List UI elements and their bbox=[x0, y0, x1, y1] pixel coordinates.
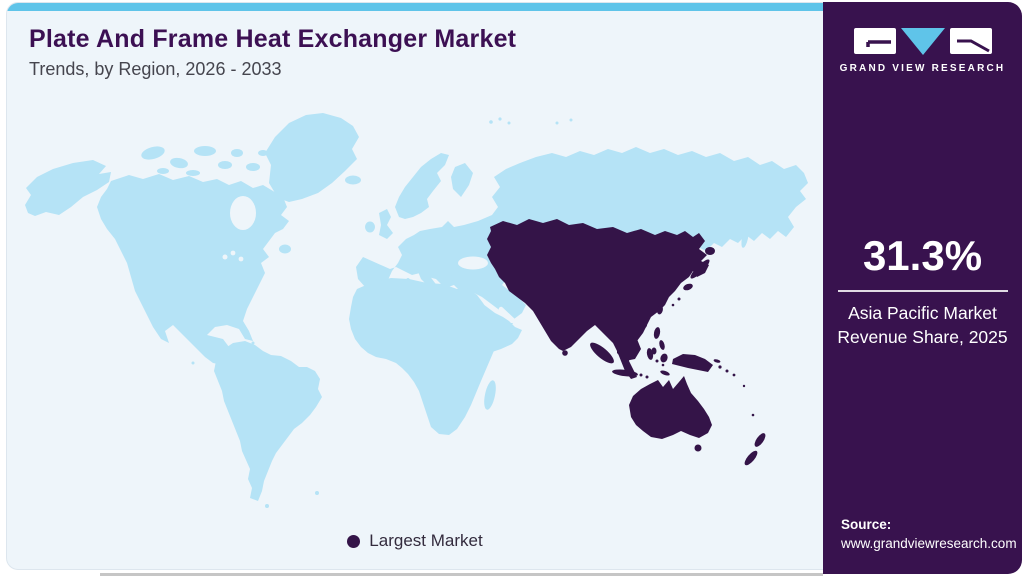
region-north-america bbox=[25, 113, 361, 381]
taiwan bbox=[657, 305, 663, 315]
region-asia-pacific-highlight bbox=[487, 219, 766, 466]
greece bbox=[445, 271, 453, 285]
world-map bbox=[25, 113, 808, 508]
black-sea bbox=[458, 256, 488, 270]
stat-block: 31.3% Asia Pacific Market Revenue Share,… bbox=[823, 232, 1022, 349]
new-zealand bbox=[744, 433, 766, 466]
logo-g-glyph bbox=[865, 40, 891, 47]
logo-r-glyph bbox=[956, 39, 990, 53]
tasmania bbox=[694, 444, 702, 452]
great-britain bbox=[379, 209, 393, 239]
logo-glyphs bbox=[823, 28, 1022, 55]
logo-g-box bbox=[853, 28, 896, 54]
page-subtitle: Trends, by Region, 2026 - 2033 bbox=[29, 59, 282, 79]
window-bottom-edge bbox=[100, 573, 823, 576]
arctic-islands bbox=[489, 117, 573, 125]
south-america bbox=[214, 341, 322, 501]
hainan bbox=[641, 322, 647, 328]
sri-lanka bbox=[562, 350, 568, 356]
finland bbox=[451, 163, 473, 197]
stat-label: Asia Pacific Market Revenue Share, 2025 bbox=[823, 301, 1022, 349]
indonesia bbox=[590, 335, 670, 379]
legend: Largest Market bbox=[7, 531, 823, 551]
new-guinea bbox=[672, 354, 755, 417]
legend-label: Largest Market bbox=[369, 531, 483, 550]
canadian-arctic-islands bbox=[141, 146, 268, 176]
australia bbox=[629, 376, 712, 452]
source-url[interactable]: www.grandviewresearch.com bbox=[841, 536, 1017, 552]
region-south-america bbox=[191, 341, 322, 508]
region-africa bbox=[349, 278, 513, 435]
brand-panel: GRAND VIEW RESEARCH 31.3% Asia Pacific M… bbox=[823, 2, 1022, 574]
stat-value: 31.3% bbox=[862, 232, 983, 279]
logo-wordmark: GRAND VIEW RESEARCH bbox=[839, 63, 1006, 74]
header: Plate And Frame Heat Exchanger Market Tr… bbox=[29, 25, 516, 80]
source-block: Source: www.grandviewresearch.com bbox=[841, 515, 1017, 554]
stat-label-line1: Asia Pacific Market bbox=[848, 303, 997, 323]
greenland bbox=[265, 113, 359, 202]
source-label: Source: bbox=[841, 516, 892, 532]
philippines bbox=[651, 327, 668, 363]
alaska bbox=[25, 160, 111, 216]
content-card: Plate And Frame Heat Exchanger Market Tr… bbox=[6, 2, 823, 570]
japan bbox=[671, 247, 715, 307]
gvr-logo: GRAND VIEW RESEARCH bbox=[823, 28, 1022, 74]
asia-mainland bbox=[487, 219, 709, 379]
madagascar bbox=[484, 380, 496, 410]
scandinavia bbox=[395, 153, 449, 219]
stat-label-line2: Revenue Share, 2025 bbox=[837, 327, 1008, 348]
page-title: Plate And Frame Heat Exchanger Market bbox=[29, 25, 517, 53]
persian-gulf bbox=[498, 306, 521, 328]
iceland bbox=[345, 175, 361, 185]
ireland bbox=[365, 221, 375, 233]
sakhalin bbox=[741, 228, 749, 248]
stat-divider bbox=[837, 290, 1008, 292]
africa bbox=[349, 278, 513, 435]
newfoundland bbox=[279, 244, 291, 254]
hudson-bay bbox=[230, 196, 256, 230]
logo-r-box bbox=[949, 28, 992, 54]
accent-top-bar bbox=[7, 3, 823, 11]
logo-v-triangle bbox=[900, 28, 945, 55]
largest-market-marker bbox=[347, 534, 361, 548]
